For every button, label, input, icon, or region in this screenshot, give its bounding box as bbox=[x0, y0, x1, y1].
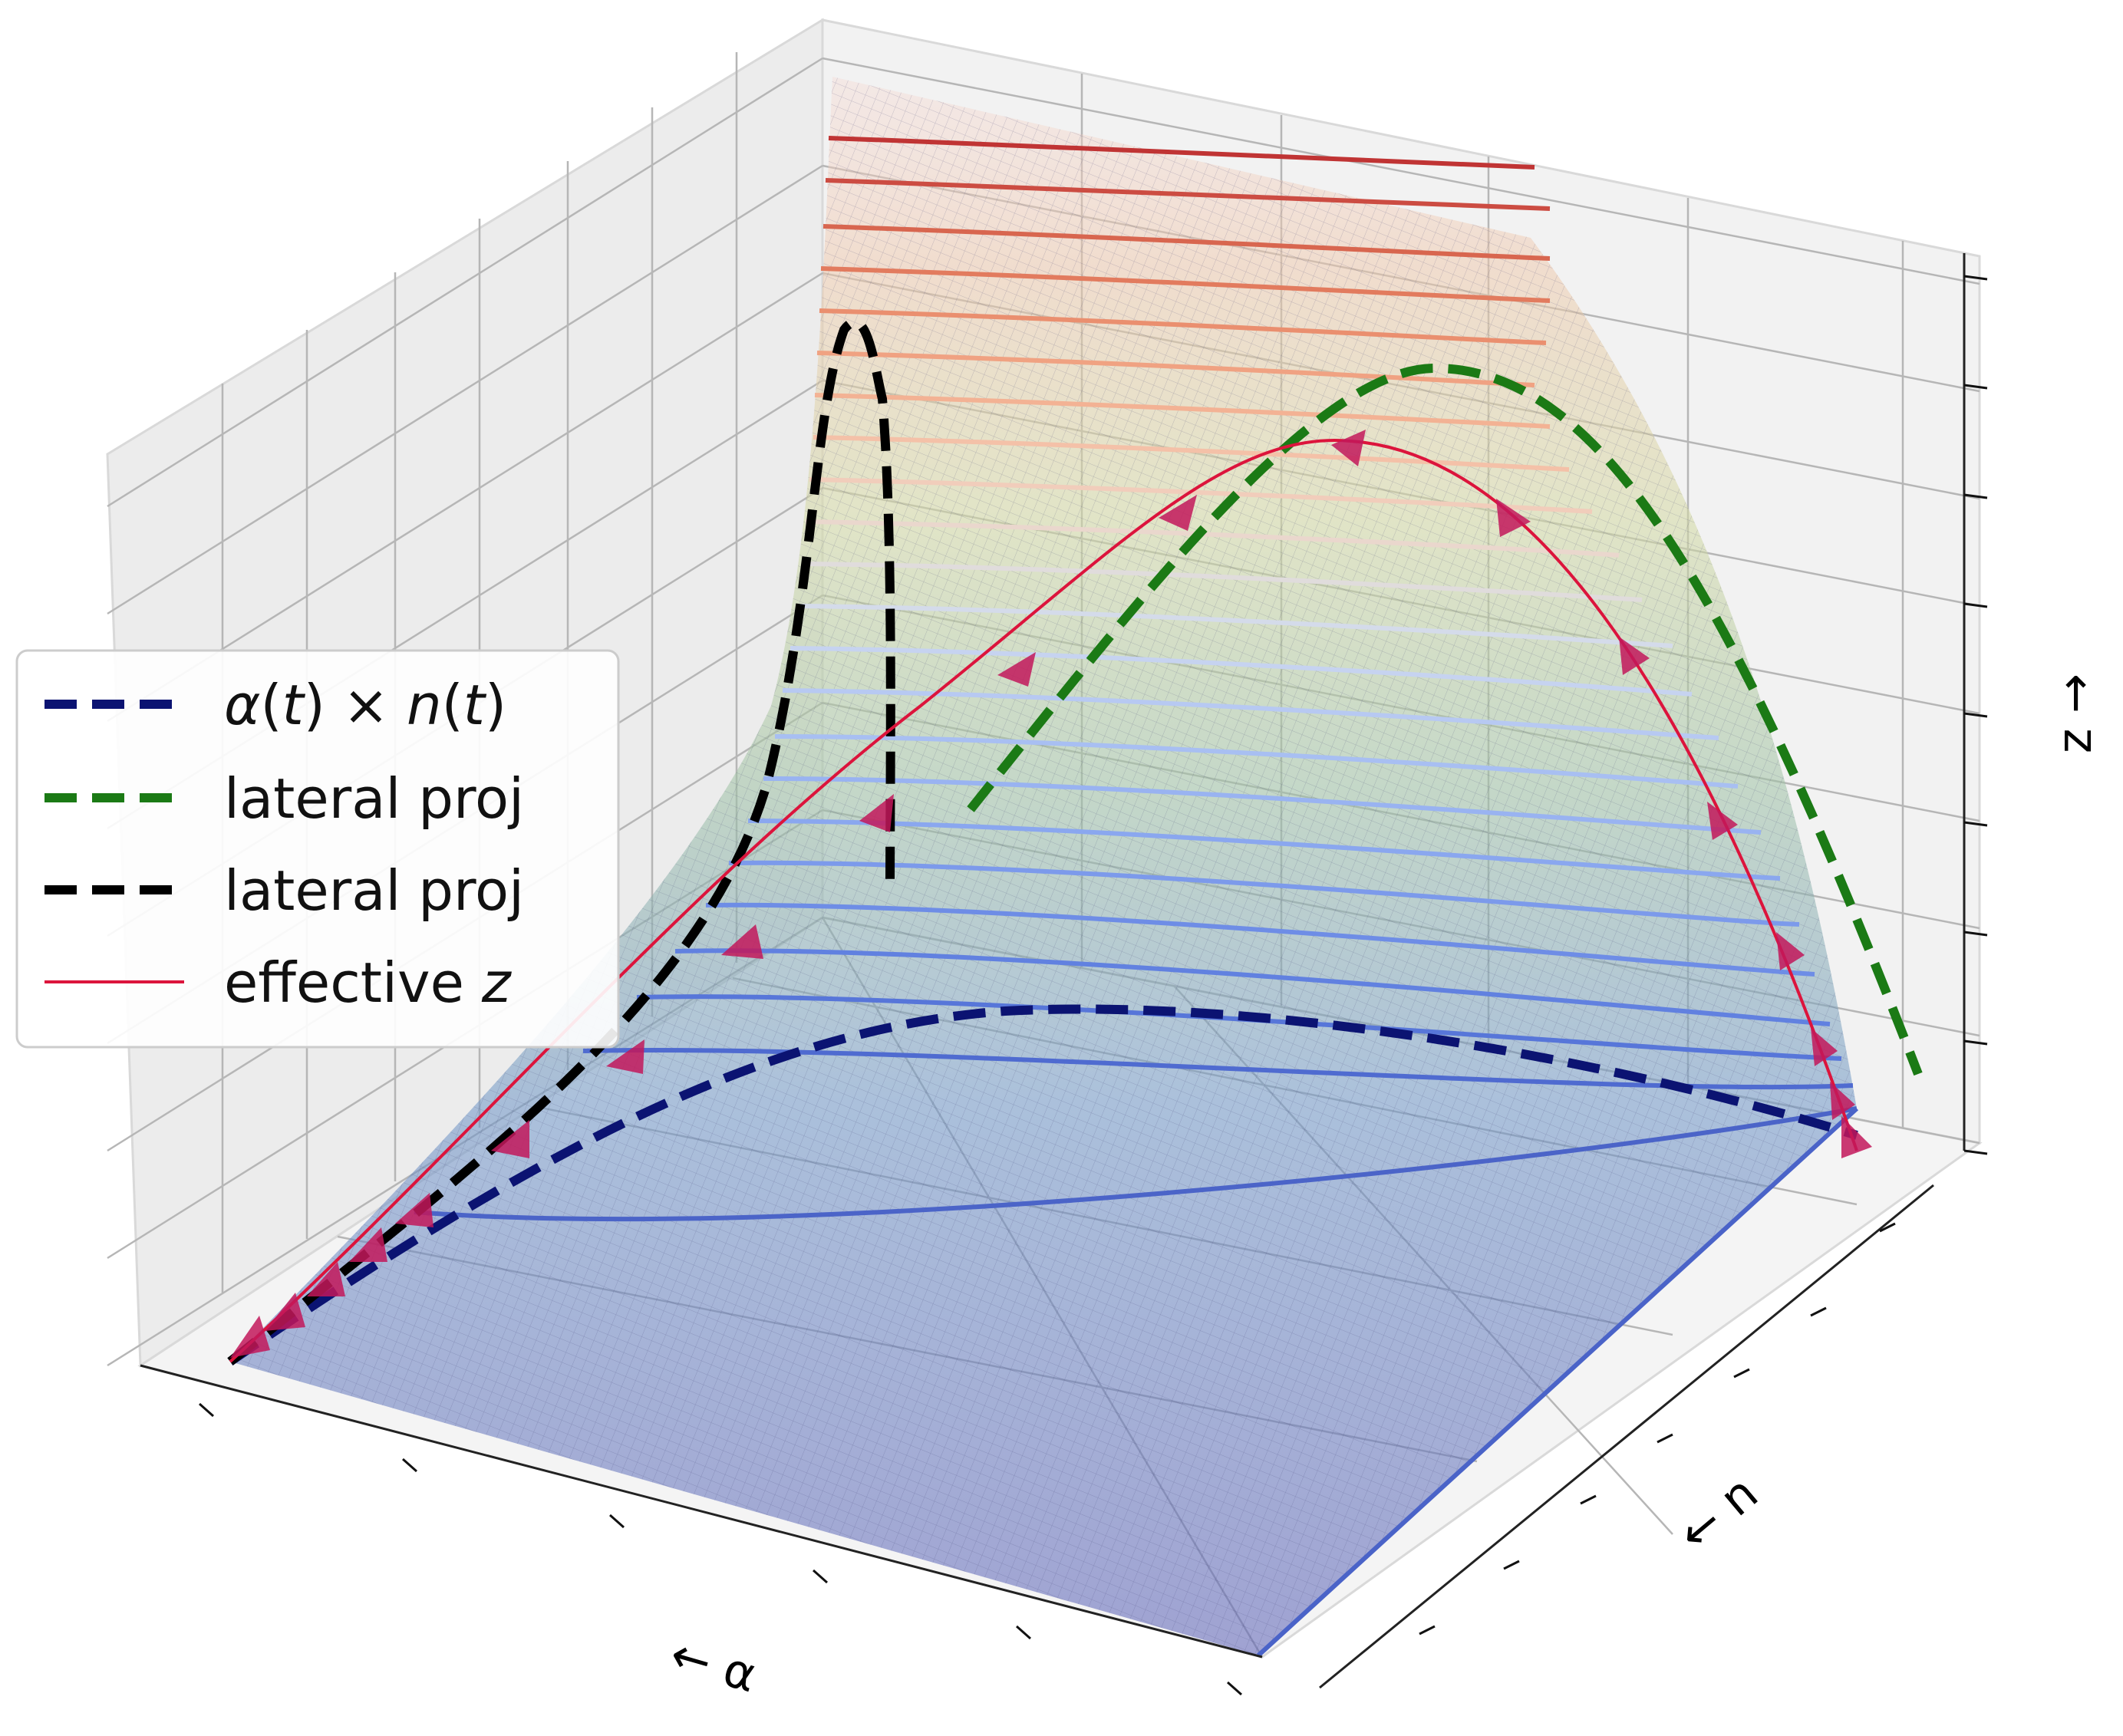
arrow-marker bbox=[1159, 495, 1197, 531]
arrow-marker bbox=[265, 1293, 305, 1331]
arrow-marker bbox=[349, 1227, 387, 1262]
legend: α(t) × n(t) lateral proj lateral proj ef… bbox=[15, 649, 620, 1049]
y-axis-label: ← n bbox=[1667, 1464, 1769, 1562]
series-lateral-proj-green bbox=[967, 363, 1923, 1076]
z-axis-label: z → bbox=[2046, 674, 2102, 753]
arrow-marker bbox=[859, 794, 894, 832]
arrow-marker bbox=[1830, 1082, 1855, 1120]
arrow-marker bbox=[721, 924, 763, 959]
arrow-marker bbox=[307, 1262, 345, 1296]
arrow-marker bbox=[1811, 1028, 1838, 1066]
arrow-marker bbox=[491, 1120, 529, 1158]
arrow-marker bbox=[997, 652, 1036, 687]
legend-label-effective-z: effective z bbox=[224, 950, 513, 1015]
series-alpha-times-n bbox=[227, 1004, 1858, 1365]
legend-label-lateral-proj-black: lateral proj bbox=[224, 858, 524, 923]
arrow-marker bbox=[1776, 932, 1805, 970]
arrow-marker bbox=[230, 1316, 270, 1358]
axis-ticks bbox=[140, 253, 1988, 1696]
series-lateral-proj-black bbox=[227, 318, 895, 1365]
legend-label-alpha-times-n: α(t) × n(t) bbox=[224, 673, 506, 737]
y-axis-line bbox=[1319, 1184, 1934, 1689]
arrow-marker bbox=[606, 1039, 644, 1074]
arrow-marker bbox=[395, 1193, 434, 1227]
x-axis-label: ← α bbox=[664, 1626, 763, 1703]
arrow-marker bbox=[1841, 1116, 1872, 1158]
contour-lines bbox=[414, 136, 1858, 1222]
arrow-marker bbox=[1707, 802, 1738, 840]
legend-box bbox=[15, 649, 620, 1049]
legend-label-lateral-proj-green: lateral proj bbox=[224, 766, 524, 831]
arrow-marker bbox=[1496, 499, 1531, 537]
surface-front-edge bbox=[1256, 1106, 1859, 1658]
arrow-marker bbox=[1619, 637, 1650, 675]
x-axis-line bbox=[140, 1364, 1263, 1659]
effective-z-arrows bbox=[230, 430, 1872, 1358]
arrow-marker bbox=[1331, 430, 1366, 466]
